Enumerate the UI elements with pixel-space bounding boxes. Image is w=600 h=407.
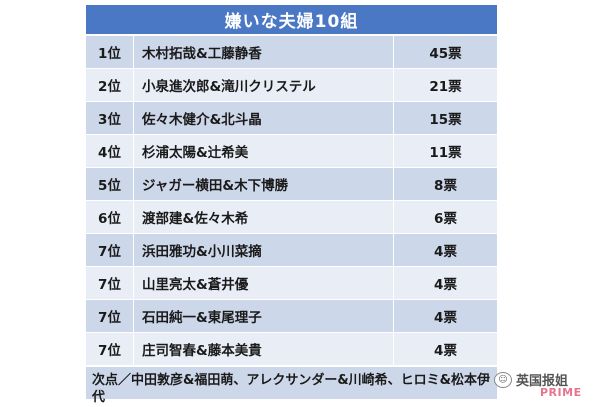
rank-cell: 4位 (85, 134, 134, 168)
rank-cell: 6位 (85, 200, 134, 234)
table-row: 7位 山里亮太&蒼井優 4票 (85, 266, 498, 300)
votes-cell: 4票 (393, 299, 498, 333)
couple-names-cell: 浜田雅功&小川菜摘 (133, 233, 394, 267)
votes-cell: 21票 (393, 68, 498, 102)
rank-cell: 7位 (85, 299, 134, 333)
rank-cell: 3位 (85, 101, 134, 135)
votes-cell: 6票 (393, 200, 498, 234)
table-row: 7位 石田純一&東尾理子 4票 (85, 299, 498, 333)
couple-names-cell: 庄司智春&藤本美貴 (133, 332, 394, 366)
couple-names-cell: 山里亮太&蒼井優 (133, 266, 394, 300)
table-row: 3位 佐々木健介&北斗晶 15票 (85, 101, 498, 135)
votes-cell: 8票 (393, 167, 498, 201)
couple-names-cell: 石田純一&東尾理子 (133, 299, 394, 333)
watermark-text: 英国报姐 (516, 374, 569, 389)
table-row: 1位 木村拓哉&工藤静香 45票 (85, 35, 498, 69)
couple-names-cell: 佐々木健介&北斗晶 (133, 101, 394, 135)
footnote: 次点／中田敦彦&福田萌、アレクサンダー&川崎希、ヒロミ&松本伊代 (85, 366, 498, 405)
couple-names-cell: 小泉進次郎&滝川クリステル (133, 68, 394, 102)
rank-cell: 1位 (85, 35, 134, 69)
rank-cell: 5位 (85, 167, 134, 201)
votes-cell: 4票 (393, 233, 498, 267)
rank-cell: 7位 (85, 332, 134, 366)
ranking-grid: 1位 木村拓哉&工藤静香 45票 2位 小泉進次郎&滝川クリステル 21票 3位 佐々木健介&… (85, 35, 498, 366)
votes-cell: 4票 (393, 332, 498, 366)
votes-cell: 4票 (393, 266, 498, 300)
table-title: 嫌いな夫婦10組 (85, 4, 498, 35)
table-row: 4位 杉浦太陽&辻希美 11票 (85, 134, 498, 168)
couple-names-cell: 木村拓哉&工藤静香 (133, 35, 394, 69)
couple-names-cell: 杉浦太陽&辻希美 (133, 134, 394, 168)
rank-cell: 2位 (85, 68, 134, 102)
ranking-table: 嫌いな夫婦10組 1位 木村拓哉&工藤静香 45票 2位 小泉進次郎&滝川クリステル 21… (85, 4, 498, 405)
rank-cell: 7位 (85, 266, 134, 300)
rank-cell: 7位 (85, 233, 134, 267)
watermark: ☺ 英国报姐 (494, 370, 568, 389)
couple-names-cell: 渡部建&佐々木希 (133, 200, 394, 234)
votes-cell: 45票 (393, 35, 498, 69)
wechat-icon: ☺ (494, 371, 512, 388)
votes-cell: 11票 (393, 134, 498, 168)
table-row: 2位 小泉進次郎&滝川クリステル 21票 (85, 68, 498, 102)
table-row: 5位 ジャガー横田&木下博勝 8票 (85, 167, 498, 201)
votes-cell: 15票 (393, 101, 498, 135)
watermark-logo: PRIME (540, 386, 582, 399)
table-row: 7位 庄司智春&藤本美貴 4票 (85, 332, 498, 366)
couple-names-cell: ジャガー横田&木下博勝 (133, 167, 394, 201)
table-row: 6位 渡部建&佐々木希 6票 (85, 200, 498, 234)
table-row: 7位 浜田雅功&小川菜摘 4票 (85, 233, 498, 267)
